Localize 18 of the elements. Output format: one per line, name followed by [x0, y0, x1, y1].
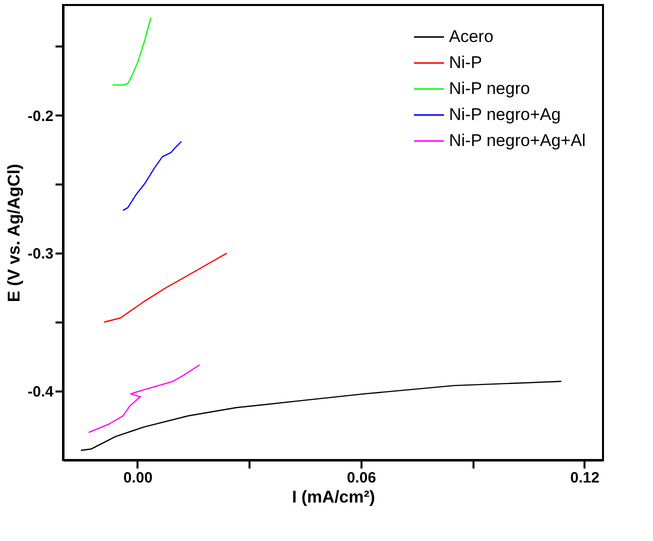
line-series	[80, 380, 562, 451]
line-series	[103, 252, 228, 323]
legend-label: Acero	[449, 27, 494, 46]
y-tick-label: -0.4	[28, 384, 54, 401]
legend-label: Ni-P negro+Ag+Al	[449, 131, 586, 150]
x-axis-title: I (mA/cm²)	[292, 488, 376, 506]
legend-label: Ni-P	[449, 53, 482, 72]
legend-label: Ni-P negro	[449, 79, 530, 98]
y-tick-label: -0.2	[28, 108, 54, 125]
legend-label: Ni-P negro+Ag	[449, 105, 561, 124]
line-series	[112, 16, 152, 86]
x-tick-label: 0.06	[346, 470, 376, 486]
line-series	[122, 140, 182, 212]
line-series	[88, 364, 200, 434]
x-tick-label: 0.12	[570, 470, 600, 486]
x-tick-label: 0.00	[123, 470, 153, 486]
y-tick-label: -0.3	[28, 246, 54, 263]
y-axis-title: E (V vs. Ag/AgCl)	[4, 164, 24, 302]
